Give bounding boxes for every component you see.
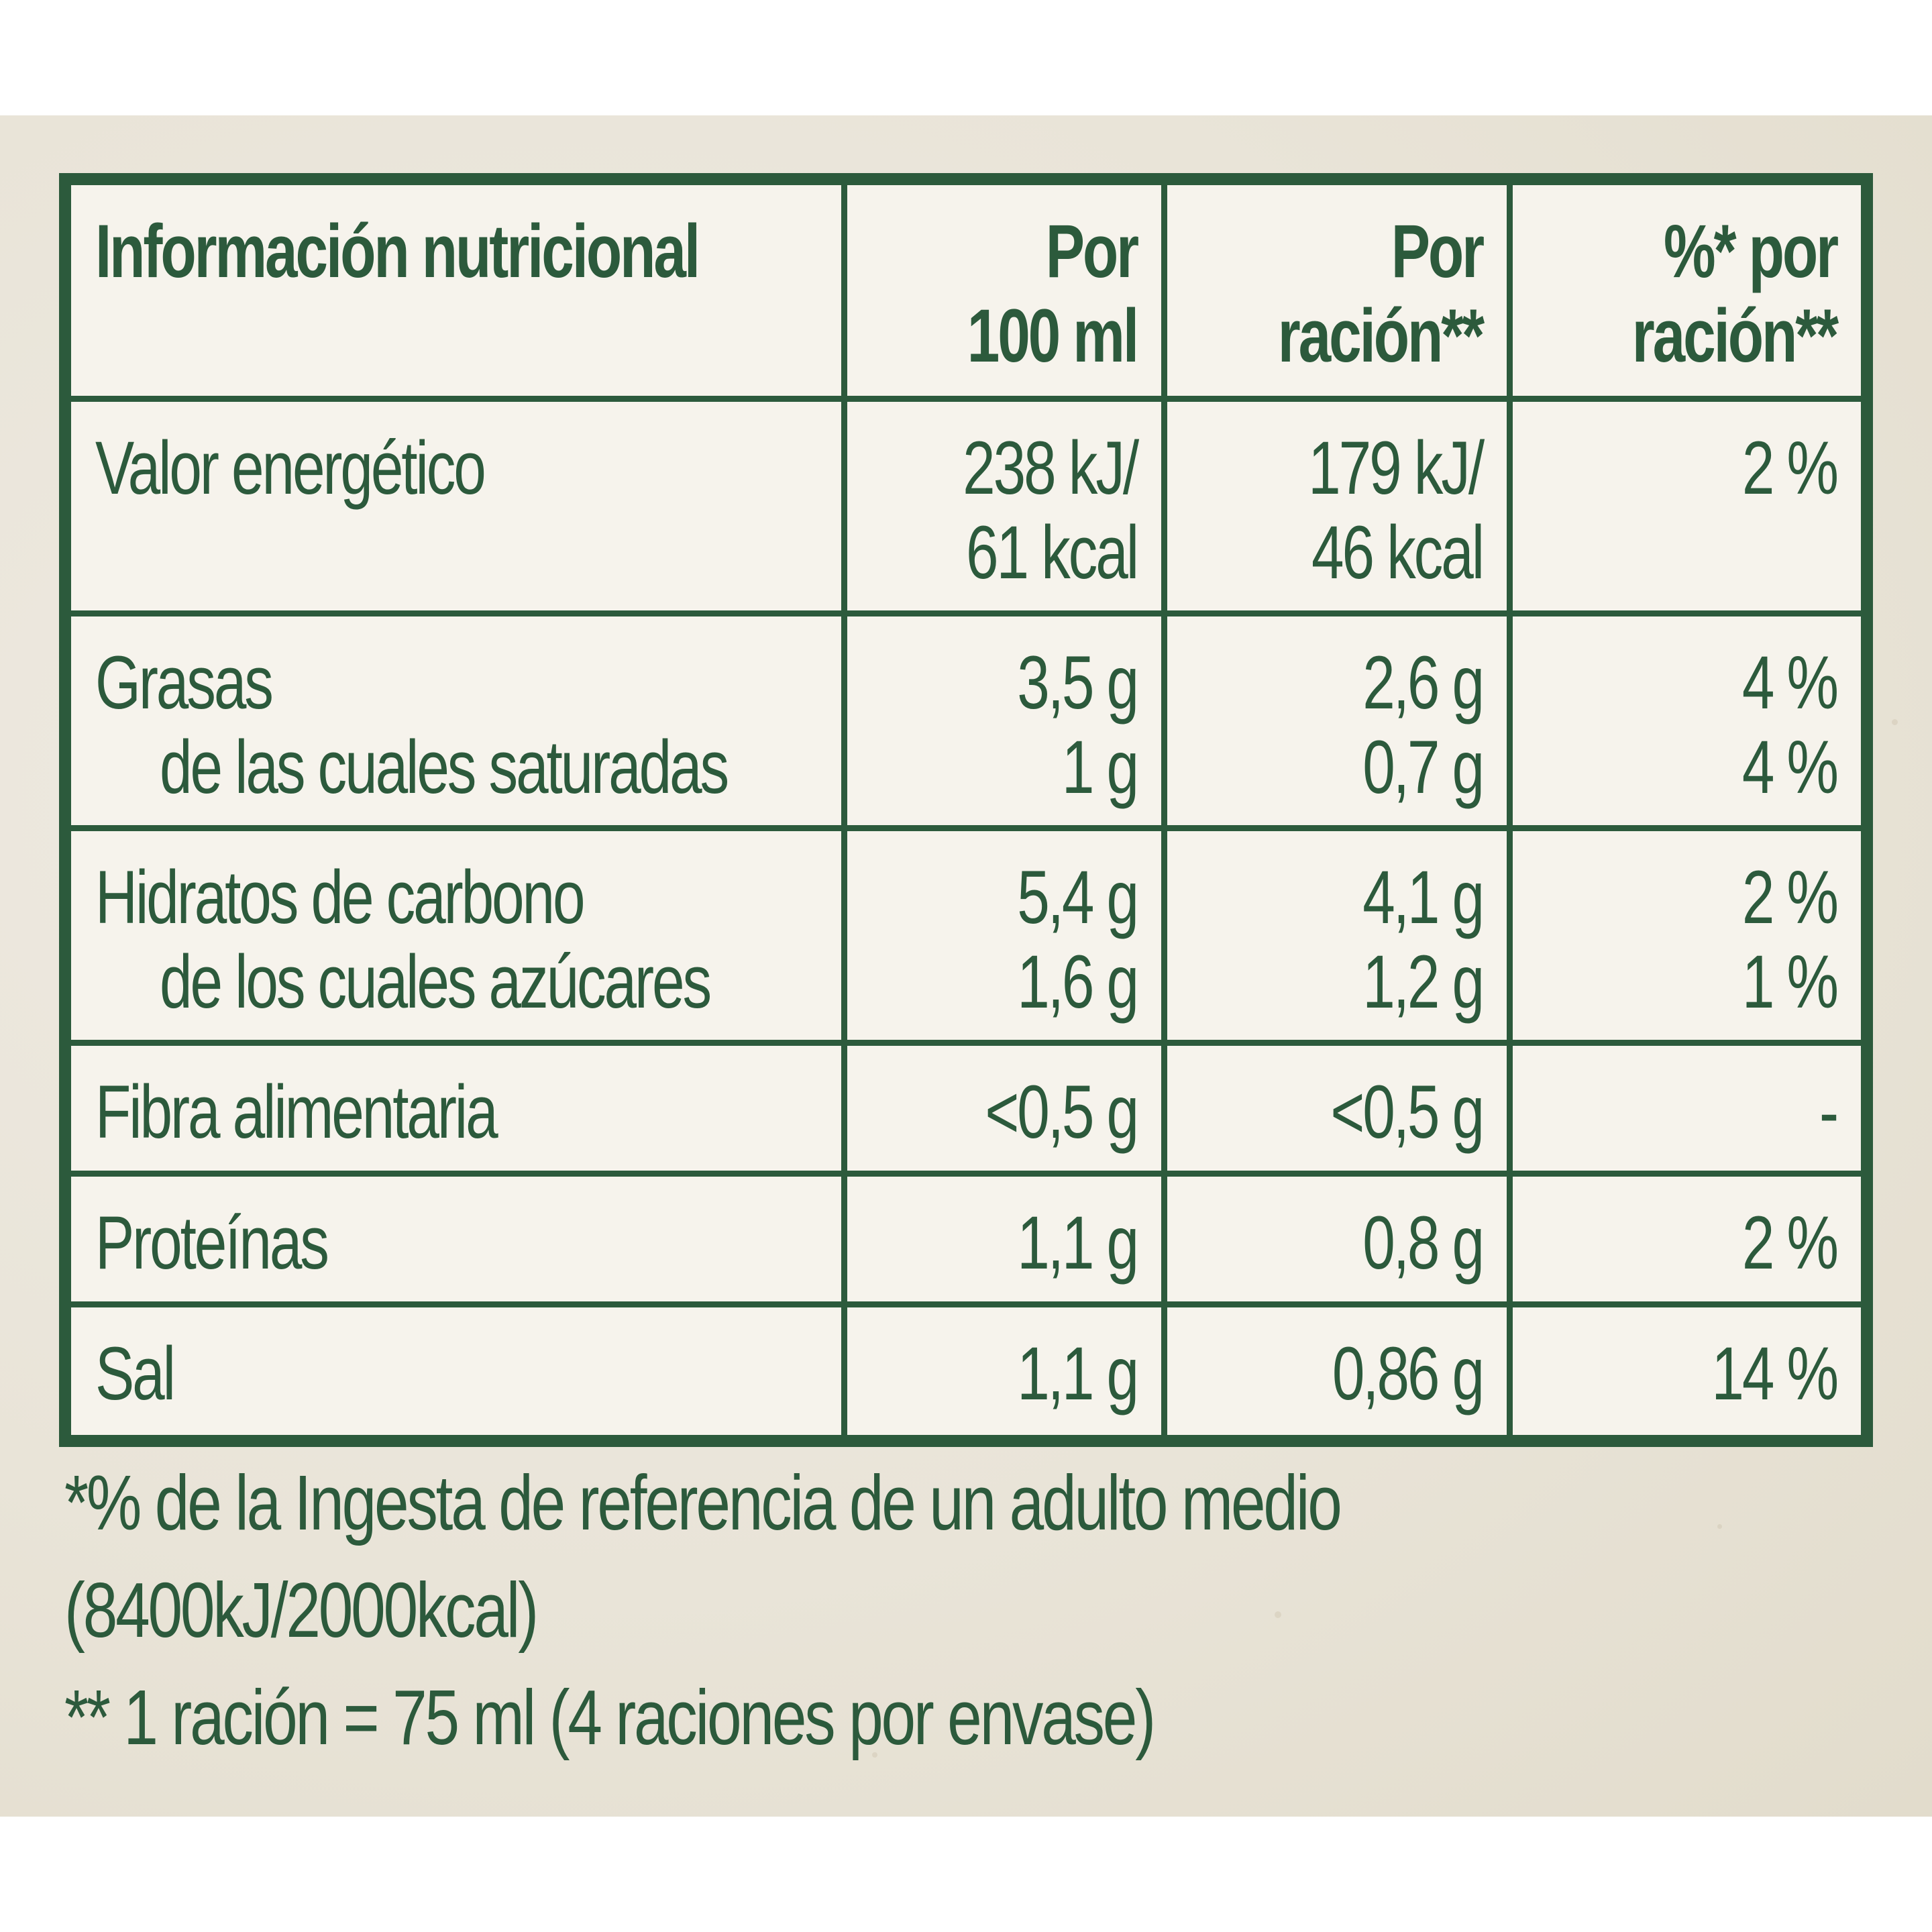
protein-label: Proteínas: [95, 1201, 329, 1285]
table-row-protein: Proteínas 1,1 g 0,8 g 2 %: [71, 1177, 1861, 1307]
sugars-100ml: 1,6 g: [1017, 940, 1139, 1024]
salt-100ml: 1,1 g: [1017, 1332, 1139, 1415]
footnote-reference-intake: *% de la Ingesta de referencia de un adu…: [64, 1459, 1342, 1546]
texture-speck: [1275, 1611, 1281, 1618]
texture-speck: [1892, 719, 1898, 725]
energy-label: Valor energético: [95, 426, 486, 510]
cell-per-100ml: 1,1 g: [847, 1177, 1167, 1307]
saturated-pct: 4 %: [1741, 725, 1839, 809]
cell-pct: 14 %: [1513, 1307, 1861, 1435]
saturated-serving: 0,7 g: [1362, 725, 1485, 809]
salt-pct: 14 %: [1711, 1332, 1839, 1415]
fiber-100ml: <0,5 g: [985, 1070, 1139, 1154]
header-pct-line2: ración**: [1631, 294, 1839, 378]
fats-serving: 2,6 g: [1362, 641, 1485, 724]
header-per-serving-line1: Por: [1391, 209, 1485, 293]
table-header-row: Información nutricional Por 100 ml Por r…: [71, 185, 1861, 402]
sugars-label: de los cuales azúcares: [160, 940, 712, 1024]
fiber-pct: -: [1819, 1070, 1839, 1154]
table-row-fats: Grasas de las cuales saturadas 3,5 g 1 g…: [71, 616, 1861, 831]
carbs-serving: 4,1 g: [1362, 855, 1485, 939]
cell-per-serving: 0,8 g: [1167, 1177, 1513, 1307]
row-label: Valor energético: [71, 402, 847, 616]
protein-serving: 0,8 g: [1362, 1201, 1485, 1285]
header-pct-per-serving: %* por ración**: [1513, 185, 1861, 402]
table-row-fiber: Fibra alimentaria <0,5 g <0,5 g -: [71, 1046, 1861, 1177]
cell-pct: 2 %: [1513, 1177, 1861, 1307]
salt-serving: 0,86 g: [1332, 1332, 1485, 1415]
energy-kj-serving: 179 kJ/: [1308, 426, 1485, 510]
carbs-label: Hidratos de carbono: [95, 855, 586, 939]
header-per-serving-line2: ración**: [1277, 294, 1485, 378]
table-row-salt: Sal 1,1 g 0,86 g 14 %: [71, 1307, 1861, 1435]
header-title: Información nutricional: [95, 209, 700, 293]
nutrition-facts-table: Información nutricional Por 100 ml Por r…: [59, 173, 1873, 1447]
header-pct-line1: %* por: [1664, 209, 1839, 293]
carbs-100ml: 5,4 g: [1017, 855, 1139, 939]
texture-speck: [872, 1752, 877, 1758]
cell-pct: 2 %: [1513, 402, 1861, 616]
cell-per-serving: 4,1 g 1,2 g: [1167, 831, 1513, 1046]
cell-pct: 2 % 1 %: [1513, 831, 1861, 1046]
header-per-100ml-line1: Por: [1045, 209, 1139, 293]
cell-per-100ml: <0,5 g: [847, 1046, 1167, 1177]
protein-pct: 2 %: [1741, 1201, 1839, 1285]
saturated-100ml: 1 g: [1061, 725, 1139, 809]
fiber-label: Fibra alimentaria: [95, 1070, 498, 1154]
cell-per-serving: 179 kJ/ 46 kcal: [1167, 402, 1513, 616]
cell-pct: 4 % 4 %: [1513, 616, 1861, 831]
header-nutrition-info: Información nutricional: [71, 185, 847, 402]
cell-per-serving: 2,6 g 0,7 g: [1167, 616, 1513, 831]
energy-kcal-serving: 46 kcal: [1311, 511, 1485, 594]
cell-per-100ml: 1,1 g: [847, 1307, 1167, 1435]
cell-per-100ml: 238 kJ/ 61 kcal: [847, 402, 1167, 616]
energy-pct: 2 %: [1741, 426, 1839, 510]
carbs-pct: 2 %: [1741, 855, 1839, 939]
cell-per-serving: 0,86 g: [1167, 1307, 1513, 1435]
fiber-serving: <0,5 g: [1330, 1070, 1485, 1154]
fats-pct: 4 %: [1741, 641, 1839, 724]
sugars-pct: 1 %: [1741, 940, 1839, 1024]
footnote-serving-size: ** 1 ración = 75 ml (4 raciones por enva…: [64, 1674, 1156, 1761]
row-label: Grasas de las cuales saturadas: [71, 616, 847, 831]
fats-label: Grasas: [95, 641, 274, 724]
row-label: Proteínas: [71, 1177, 847, 1307]
footnotes: *% de la Ingesta de referencia de un adu…: [64, 1449, 1809, 1771]
sugars-serving: 1,2 g: [1362, 940, 1485, 1024]
cell-per-100ml: 5,4 g 1,6 g: [847, 831, 1167, 1046]
table-row-energy: Valor energético 238 kJ/ 61 kcal 179 kJ/…: [71, 402, 1861, 616]
header-per-100ml: Por 100 ml: [847, 185, 1167, 402]
footnote-reference-values: (8400kJ/2000kcal): [64, 1566, 539, 1654]
cell-pct: -: [1513, 1046, 1861, 1177]
salt-label: Sal: [95, 1332, 176, 1415]
saturated-fats-label: de las cuales saturadas: [160, 725, 729, 809]
cell-per-100ml: 3,5 g 1 g: [847, 616, 1167, 831]
row-label: Sal: [71, 1307, 847, 1435]
fats-100ml: 3,5 g: [1017, 641, 1139, 724]
cell-per-serving: <0,5 g: [1167, 1046, 1513, 1177]
table-row-carbohydrates: Hidratos de carbono de los cuales azúcar…: [71, 831, 1861, 1046]
energy-kj-100ml: 238 kJ/: [963, 426, 1139, 510]
texture-speck: [1717, 1524, 1722, 1529]
protein-100ml: 1,1 g: [1017, 1201, 1139, 1285]
header-per-100ml-line2: 100 ml: [967, 294, 1139, 378]
header-per-serving: Por ración**: [1167, 185, 1513, 402]
row-label: Hidratos de carbono de los cuales azúcar…: [71, 831, 847, 1046]
row-label: Fibra alimentaria: [71, 1046, 847, 1177]
energy-kcal-100ml: 61 kcal: [966, 511, 1139, 594]
